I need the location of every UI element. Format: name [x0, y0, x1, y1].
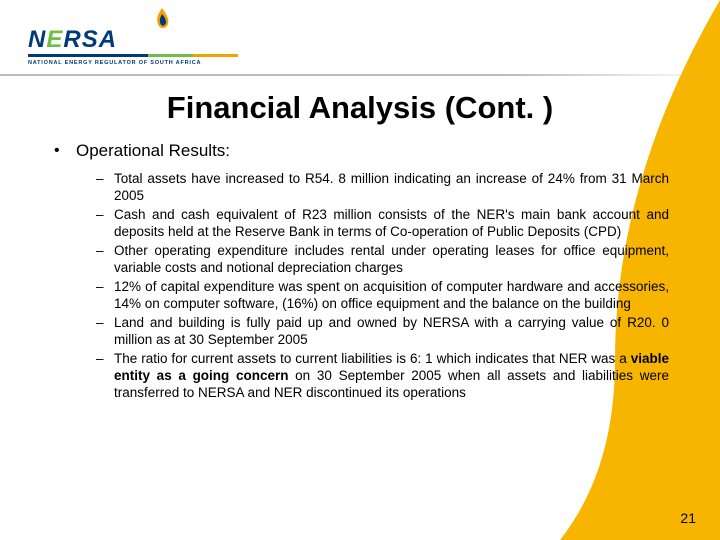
list-item: – The ratio for current assets to curren… [96, 350, 669, 401]
list-item: – Cash and cash equivalent of R23 millio… [96, 206, 669, 240]
list-item: – Other operating expenditure includes r… [96, 242, 669, 276]
list-item-text: Total assets have increased to R54. 8 mi… [114, 170, 669, 204]
list-item-text: Land and building is fully paid up and o… [114, 314, 669, 348]
dash-icon: – [96, 170, 114, 187]
section-heading-row: • Operational Results: [54, 140, 669, 162]
bullet-list: – Total assets have increased to R54. 8 … [96, 170, 669, 401]
bullet-dot: • [54, 140, 76, 162]
header-divider [0, 74, 720, 76]
list-item: – Total assets have increased to R54. 8 … [96, 170, 669, 204]
list-item-text: Cash and cash equivalent of R23 million … [114, 206, 669, 240]
logo-letter: N [28, 26, 46, 53]
page-number: 21 [680, 510, 696, 526]
list-item-text: The ratio for current assets to current … [114, 350, 669, 401]
dash-icon: – [96, 206, 114, 223]
content-area: • Operational Results: – Total assets ha… [54, 140, 669, 403]
list-item-text: Other operating expenditure includes ren… [114, 242, 669, 276]
list-item-text: 12% of capital expenditure was spent on … [114, 278, 669, 312]
dash-icon: – [96, 242, 114, 259]
slide-title: Financial Analysis (Cont. ) [0, 90, 720, 126]
dash-icon: – [96, 278, 114, 295]
flame-icon [148, 6, 176, 34]
dash-icon: – [96, 314, 114, 331]
list-item: – Land and building is fully paid up and… [96, 314, 669, 348]
list-item: – 12% of capital expenditure was spent o… [96, 278, 669, 312]
logo-wordmark: NERSA [28, 26, 117, 54]
nersa-logo: NERSA NATIONAL ENERGY REGULATOR OF SOUTH… [28, 12, 238, 62]
logo-subtitle: NATIONAL ENERGY REGULATOR OF SOUTH AFRIC… [28, 60, 201, 66]
logo-letter: RSA [63, 26, 117, 53]
dash-icon: – [96, 350, 114, 367]
logo-underline [28, 54, 238, 58]
logo-letter-e: E [46, 26, 63, 53]
text-run: The ratio for current assets to current … [114, 351, 631, 366]
section-heading: Operational Results: [76, 140, 230, 162]
